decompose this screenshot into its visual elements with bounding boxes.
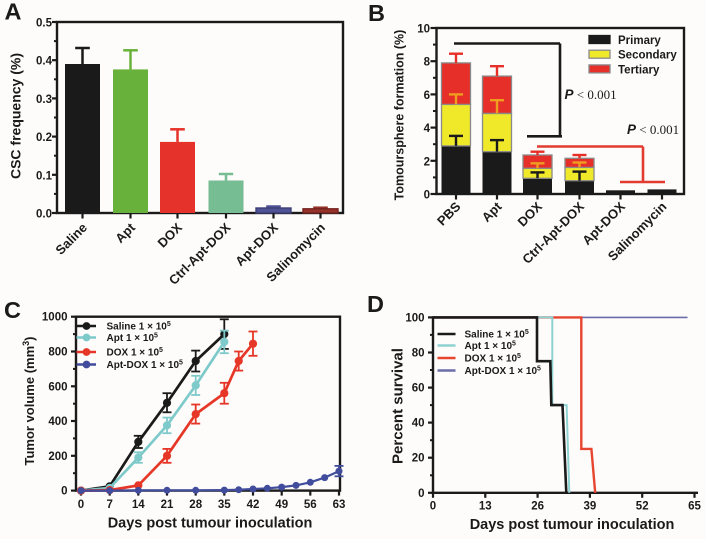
svg-text:20: 20 xyxy=(412,453,425,465)
svg-text:0.1: 0.1 xyxy=(36,170,53,182)
svg-text:10: 10 xyxy=(417,24,430,36)
svg-text:Tertiary: Tertiary xyxy=(618,64,660,76)
svg-text:56: 56 xyxy=(304,499,317,511)
svg-text:600: 600 xyxy=(48,381,67,393)
svg-text:Percent survival: Percent survival xyxy=(390,348,407,464)
svg-text:13: 13 xyxy=(479,501,492,513)
svg-text:800: 800 xyxy=(48,347,67,359)
svg-text:P < 0.001: P < 0.001 xyxy=(565,87,617,102)
svg-text:28: 28 xyxy=(189,499,202,511)
svg-text:52: 52 xyxy=(636,501,649,513)
svg-text:0.4: 0.4 xyxy=(36,56,53,68)
svg-text:Apt 1 × 105: Apt 1 × 105 xyxy=(465,341,517,353)
svg-text:7: 7 xyxy=(106,499,112,511)
svg-text:0.0: 0.0 xyxy=(36,209,52,221)
svg-text:Primary: Primary xyxy=(618,35,661,47)
svg-text:CSC frequency (%): CSC frequency (%) xyxy=(8,53,24,179)
svg-text:8: 8 xyxy=(424,57,431,69)
svg-text:0.5: 0.5 xyxy=(36,18,53,30)
svg-text:0: 0 xyxy=(78,499,84,511)
svg-text:39: 39 xyxy=(584,501,597,513)
svg-text:26: 26 xyxy=(531,501,544,513)
svg-text:B: B xyxy=(368,0,385,26)
svg-text:100: 100 xyxy=(405,312,424,324)
svg-text:Tumor volume (mm3): Tumor volume (mm3) xyxy=(21,336,37,465)
svg-text:Days post tumour inoculation: Days post tumour inoculation xyxy=(470,517,675,533)
svg-text:D: D xyxy=(367,291,384,317)
svg-text:DOX 1 × 105: DOX 1 × 105 xyxy=(465,353,522,365)
svg-text:Secondary: Secondary xyxy=(618,50,677,62)
svg-text:Apt-DOX 1 × 105: Apt-DOX 1 × 105 xyxy=(465,366,542,378)
svg-text:200: 200 xyxy=(48,451,67,463)
svg-text:400: 400 xyxy=(48,416,67,428)
svg-text:4: 4 xyxy=(424,123,431,135)
svg-text:80: 80 xyxy=(412,348,425,360)
svg-text:35: 35 xyxy=(218,499,231,511)
svg-text:0.3: 0.3 xyxy=(36,94,52,106)
svg-text:0: 0 xyxy=(424,190,430,202)
svg-text:Apt 1 × 105: Apt 1 × 105 xyxy=(107,333,159,345)
svg-text:65: 65 xyxy=(688,501,701,513)
svg-text:P < 0.001: P < 0.001 xyxy=(627,122,679,137)
svg-text:6: 6 xyxy=(424,90,430,102)
svg-text:DOX 1 × 105: DOX 1 × 105 xyxy=(107,347,164,359)
svg-text:14: 14 xyxy=(132,499,145,511)
svg-text:2: 2 xyxy=(424,156,430,168)
svg-text:63: 63 xyxy=(333,499,346,511)
svg-text:1000: 1000 xyxy=(42,312,68,324)
svg-text:Tomoursphere formation (%): Tomoursphere formation (%) xyxy=(393,30,407,201)
svg-text:0: 0 xyxy=(418,488,424,500)
svg-text:49: 49 xyxy=(275,499,288,511)
svg-text:A: A xyxy=(5,0,22,25)
svg-text:60: 60 xyxy=(412,383,425,395)
svg-text:Days post tumour inoculation: Days post tumour inoculation xyxy=(108,516,313,532)
svg-text:40: 40 xyxy=(412,418,425,430)
svg-text:0: 0 xyxy=(430,501,436,513)
svg-text:Saline 1 × 105: Saline 1 × 105 xyxy=(107,321,171,333)
svg-text:C: C xyxy=(4,297,21,323)
svg-text:Apt-DOX 1 × 105: Apt-DOX 1 × 105 xyxy=(107,360,184,372)
svg-text:0: 0 xyxy=(61,486,67,498)
svg-text:42: 42 xyxy=(247,499,260,511)
svg-text:Saline 1 × 105: Saline 1 × 105 xyxy=(465,329,529,341)
svg-text:0.2: 0.2 xyxy=(36,132,52,144)
svg-text:21: 21 xyxy=(161,499,174,511)
